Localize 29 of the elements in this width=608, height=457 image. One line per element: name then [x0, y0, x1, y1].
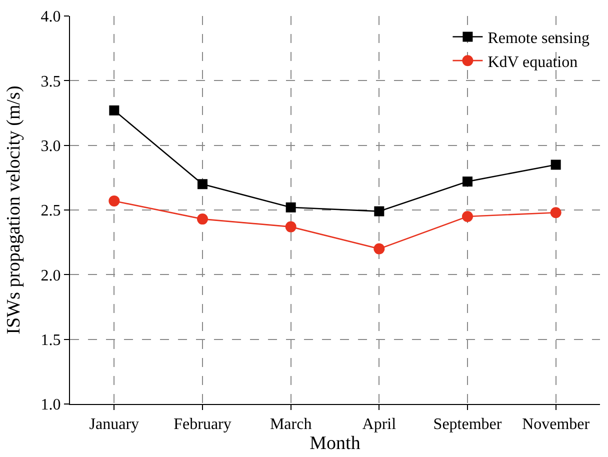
x-tick-label: November [522, 416, 590, 434]
point [462, 210, 473, 222]
legend-label: Remote sensing [488, 30, 590, 48]
x-axis-title: Month [310, 433, 361, 454]
legend-label: KdV equation [488, 54, 578, 71]
x-tick-label: January [89, 416, 140, 434]
y-tick-label: 4.0 [40, 8, 61, 26]
point [108, 195, 120, 206]
point [462, 176, 472, 187]
x-tick-label: April [362, 416, 397, 434]
point [550, 160, 561, 170]
point [374, 243, 385, 254]
y-axis-title: ISWs propagation velocity (m/s) [4, 86, 25, 334]
point [550, 207, 562, 218]
y-tick-label: 1.0 [40, 396, 61, 414]
point [286, 202, 296, 212]
y-tick-label: 3.0 [40, 138, 61, 155]
y-tick-label: 2.5 [40, 202, 61, 220]
y-tick-label: 2.0 [40, 267, 61, 284]
point [109, 105, 120, 116]
y-tick-label: 1.5 [40, 332, 61, 349]
point [198, 179, 208, 190]
x-tick-label: March [270, 416, 312, 434]
y-tick-label: 3.5 [40, 73, 61, 90]
x-tick-label: September [433, 416, 502, 434]
point [374, 206, 384, 216]
point [285, 221, 296, 232]
point [197, 214, 208, 225]
x-tick-label: February [174, 416, 232, 434]
